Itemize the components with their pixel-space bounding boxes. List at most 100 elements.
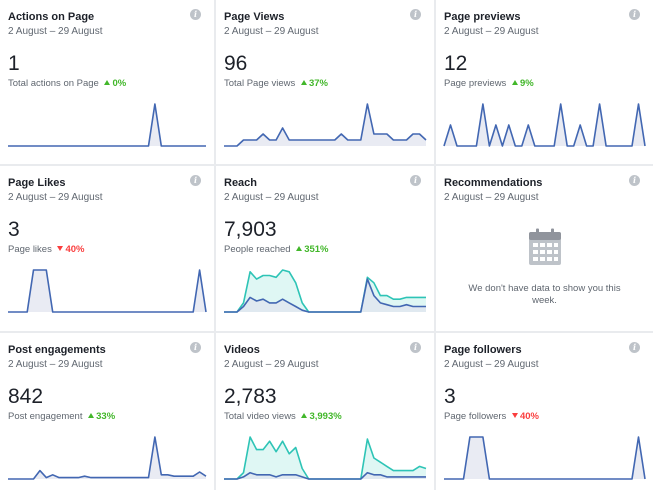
trend-arrow-icon [88, 413, 95, 418]
card-change: 37% [300, 78, 328, 89]
series-line-0 [8, 436, 207, 480]
card-change-value: 351% [304, 244, 329, 255]
card-title: Page previews [444, 11, 521, 23]
card-metric-label: Page followers [444, 411, 507, 422]
series-area-0 [224, 437, 426, 479]
series-area-1 [224, 279, 426, 312]
card-date-range: 2 August – 29 August [8, 26, 103, 37]
series-line-0 [443, 103, 646, 147]
series-area-1 [224, 472, 426, 479]
sparkline-chart [8, 103, 206, 147]
card-value: 3 [444, 385, 456, 408]
card-change-value: 40% [519, 411, 539, 422]
card-date-range: 2 August – 29 August [444, 192, 539, 203]
card-title: Reach [224, 177, 258, 189]
series-area-0 [224, 104, 426, 146]
card-value: 7,903 [224, 218, 277, 241]
series-area-0 [444, 437, 645, 479]
card-change: 351% [296, 244, 329, 255]
trend-arrow-icon [296, 246, 303, 251]
card-page-likes[interactable]: Page Likes 2 August – 29 August i 3 Page… [0, 166, 214, 331]
series-line-0 [444, 436, 646, 480]
card-change: 3,993% [301, 411, 342, 422]
card-change: 40% [57, 244, 85, 255]
sparkline-chart [8, 436, 207, 480]
card-date-range: 2 August – 29 August [8, 359, 103, 370]
card-metric-row: Total actions on Page 0% [8, 78, 126, 89]
card-metric-row: Total Page views 37% [224, 78, 328, 89]
card-title: Videos [224, 344, 260, 356]
card-metric-row: Page followers 40% [444, 411, 539, 422]
card-metric-label: Post engagement [8, 411, 83, 422]
series-line-1 [224, 278, 426, 313]
card-metric-label: Page previews [444, 78, 507, 89]
card-metric-row: Page likes 40% [8, 244, 85, 255]
card-page-followers[interactable]: Page followers 2 August – 29 August i 3 … [436, 333, 653, 490]
info-icon[interactable]: i [410, 175, 421, 186]
sparkline-chart [443, 103, 646, 147]
card-actions-on-page[interactable]: Actions on Page 2 August – 29 August i 1… [0, 0, 214, 164]
card-date-range: 2 August – 29 August [224, 26, 319, 37]
sparkline-chart [444, 436, 646, 480]
card-change-value: 0% [112, 78, 127, 89]
series-area-0 [8, 270, 206, 312]
card-title: Page followers [444, 344, 522, 356]
card-metric-label: Total actions on Page [8, 78, 99, 89]
card-reach[interactable]: Reach 2 August – 29 August i 7,903 Peopl… [216, 166, 434, 331]
card-recommendations[interactable]: Recommendations 2 August – 29 August i W… [436, 166, 653, 331]
card-value: 12 [444, 52, 468, 75]
card-page-previews[interactable]: Page previews 2 August – 29 August i 12 … [436, 0, 653, 164]
calendar-icon [528, 228, 561, 265]
info-icon[interactable]: i [410, 342, 421, 353]
card-title: Page Views [224, 11, 285, 23]
card-title: Actions on Page [8, 11, 95, 23]
card-change: 9% [511, 78, 534, 89]
sparkline-chart [8, 269, 207, 313]
card-metric-row: Total video views 3,993% [224, 411, 342, 422]
info-icon[interactable]: i [190, 342, 201, 353]
info-icon[interactable]: i [190, 9, 201, 20]
card-change-value: 3,993% [309, 411, 342, 422]
trend-arrow-icon [104, 80, 111, 85]
card-title: Page Likes [8, 177, 66, 189]
trend-arrow-icon [301, 413, 308, 418]
series-area-0 [8, 104, 206, 146]
series-line-0 [8, 103, 206, 147]
info-icon[interactable]: i [629, 9, 640, 20]
card-date-range: 2 August – 29 August [224, 359, 319, 370]
series-line-1 [224, 471, 426, 480]
card-post-engagements[interactable]: Post engagements 2 August – 29 August i … [0, 333, 214, 490]
card-metric-row: Post engagement 33% [8, 411, 115, 422]
trend-arrow-icon [511, 413, 518, 418]
info-icon[interactable]: i [629, 175, 640, 186]
card-date-range: 2 August – 29 August [444, 26, 539, 37]
card-date-range: 2 August – 29 August [444, 359, 539, 370]
card-value: 2,783 [224, 385, 277, 408]
card-change-value: 37% [308, 78, 328, 89]
info-icon[interactable]: i [410, 9, 421, 20]
card-metric-label: Total video views [224, 411, 296, 422]
trend-arrow-icon [300, 80, 307, 85]
info-icon[interactable]: i [629, 342, 640, 353]
sparkline-chart [224, 269, 426, 313]
card-change: 33% [88, 411, 115, 422]
info-icon[interactable]: i [190, 175, 201, 186]
sparkline-chart [224, 103, 427, 147]
card-change: 40% [511, 411, 539, 422]
card-metric-label: Total Page views [224, 78, 296, 89]
card-value: 1 [8, 52, 20, 75]
series-area-0 [444, 104, 645, 146]
empty-state: We don't have data to show you this week… [436, 228, 653, 307]
card-value: 3 [8, 218, 20, 241]
trend-arrow-icon [511, 80, 518, 85]
card-date-range: 2 August – 29 August [224, 192, 319, 203]
card-change-value: 40% [65, 244, 85, 255]
card-metric-label: People reached [224, 244, 291, 255]
card-value: 96 [224, 52, 248, 75]
card-title: Post engagements [8, 344, 106, 356]
card-page-views[interactable]: Page Views 2 August – 29 August i 96 Tot… [216, 0, 434, 164]
card-videos[interactable]: Videos 2 August – 29 August i 2,783 Tota… [216, 333, 434, 490]
card-change-value: 9% [519, 78, 534, 89]
card-change-value: 33% [96, 411, 116, 422]
